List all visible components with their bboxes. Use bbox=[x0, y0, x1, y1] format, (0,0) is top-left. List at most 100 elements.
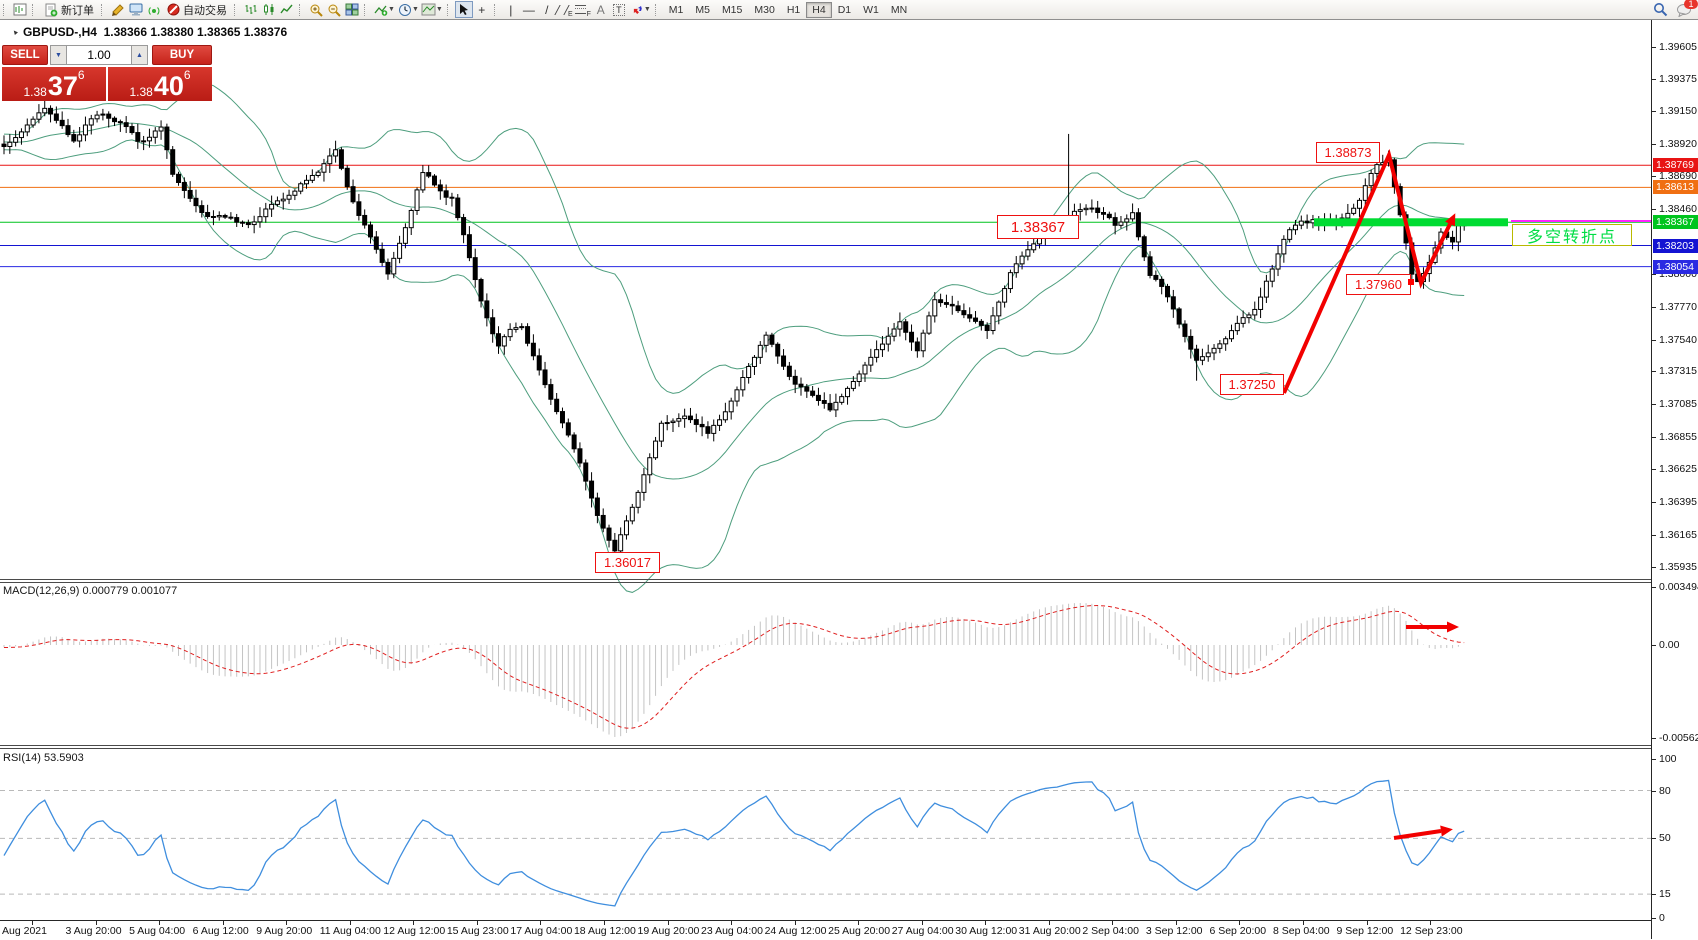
volume-increase-button[interactable]: ▲ bbox=[131, 45, 148, 65]
auto-trading-button[interactable]: 自动交易 bbox=[163, 1, 231, 19]
candle-body bbox=[164, 126, 170, 151]
line-chart-icon[interactable] bbox=[278, 1, 296, 18]
periods-icon[interactable] bbox=[396, 1, 414, 18]
buy-button[interactable]: BUY bbox=[152, 45, 212, 65]
candle-body bbox=[542, 369, 548, 386]
candle-body bbox=[280, 198, 286, 202]
trendline-handle[interactable] bbox=[1408, 279, 1414, 285]
chevron-down-icon[interactable]: ▼ bbox=[643, 6, 651, 13]
crosshair-tool[interactable]: + bbox=[478, 2, 486, 17]
terminal-icon[interactable] bbox=[127, 1, 145, 18]
price-badge-1.38054[interactable]: 1.38054 bbox=[1653, 259, 1698, 274]
arrows-tool[interactable] bbox=[628, 1, 646, 18]
timeframe-m30[interactable]: M30 bbox=[748, 2, 780, 18]
price-callout-1.37960[interactable]: 1.37960 bbox=[1346, 274, 1411, 295]
price-badge-1.38769[interactable]: 1.38769 bbox=[1653, 158, 1698, 173]
candle-body bbox=[589, 480, 595, 499]
candle-body bbox=[1292, 224, 1298, 231]
chevron-down-icon[interactable]: ▼ bbox=[435, 6, 443, 13]
turning-point-top-line[interactable] bbox=[1511, 220, 1651, 222]
candle-body bbox=[286, 194, 292, 200]
price-tick-mark bbox=[1652, 339, 1656, 341]
new-order-button[interactable]: 新订单 bbox=[40, 1, 98, 19]
candlestick-chart-icon[interactable] bbox=[260, 1, 278, 18]
fibonacci-tool[interactable]: F bbox=[574, 1, 592, 18]
candle-body bbox=[1199, 356, 1205, 361]
toolbar-grip bbox=[3, 3, 8, 16]
candle-body bbox=[379, 248, 385, 263]
styler-icon[interactable] bbox=[109, 1, 127, 18]
price-callout-1.38367[interactable]: 1.38367 bbox=[997, 215, 1079, 239]
timeframe-m5[interactable]: M5 bbox=[689, 2, 716, 18]
chevron-down-icon[interactable]: ▼ bbox=[411, 6, 419, 13]
timeframe-d1[interactable]: D1 bbox=[832, 2, 857, 18]
price-badge-1.38203[interactable]: 1.38203 bbox=[1653, 238, 1698, 253]
price-tick-mark bbox=[1652, 176, 1656, 178]
price-tick-mark bbox=[1652, 79, 1656, 81]
candle-body bbox=[152, 130, 158, 138]
zoom-out-icon[interactable] bbox=[325, 1, 343, 18]
candle-body bbox=[1019, 255, 1025, 265]
price-callout-1.36017[interactable]: 1.36017 bbox=[595, 552, 660, 573]
vertical-line-tool[interactable]: | bbox=[509, 2, 513, 17]
price-badge-1.38367[interactable]: 1.38367 bbox=[1653, 215, 1698, 230]
sell-button[interactable]: SELL bbox=[2, 45, 48, 65]
timeframe-m15[interactable]: M15 bbox=[716, 2, 748, 18]
candle-body bbox=[94, 114, 100, 120]
volume-decrease-button[interactable]: ▼ bbox=[50, 45, 67, 65]
timeframe-w1[interactable]: W1 bbox=[857, 2, 885, 18]
timeframe-h1[interactable]: H1 bbox=[781, 2, 806, 18]
candle-body bbox=[600, 514, 606, 529]
equidistant-channel-tool[interactable]: E bbox=[554, 1, 574, 18]
indicators-icon[interactable] bbox=[372, 1, 390, 18]
timeframe-h4[interactable]: H4 bbox=[806, 1, 832, 18]
chart-window-icon[interactable] bbox=[11, 1, 29, 18]
chart-plot-area[interactable] bbox=[0, 19, 1651, 920]
time-axis[interactable]: Aug 2021 3 Aug 20:00 5 Aug 04:00 6 Aug 12:0… bbox=[0, 920, 1651, 940]
zoom-in-icon[interactable] bbox=[307, 1, 325, 18]
candle-body bbox=[530, 342, 536, 357]
tile-windows-icon[interactable] bbox=[343, 1, 361, 18]
chevron-down-icon[interactable]: ▼ bbox=[388, 6, 395, 13]
price-callout-1.37250[interactable]: 1.37250 bbox=[1220, 374, 1284, 395]
candle-body bbox=[106, 113, 112, 119]
time-tick-mark bbox=[985, 921, 987, 925]
chat-icon[interactable]: 1 bbox=[1676, 0, 1698, 17]
rsi-tick-label: 80 bbox=[1659, 784, 1671, 797]
candle-body bbox=[1223, 338, 1229, 345]
time-tick-label: Aug 2021 bbox=[2, 925, 47, 937]
candle-body bbox=[775, 343, 781, 357]
candle-body bbox=[426, 172, 432, 177]
cursor-tool[interactable] bbox=[454, 1, 473, 18]
label-tool[interactable]: T bbox=[610, 1, 628, 18]
timeframe-mn[interactable]: MN bbox=[885, 2, 913, 18]
search-icon[interactable] bbox=[1653, 2, 1668, 17]
volume-input[interactable] bbox=[67, 45, 131, 65]
text-tool[interactable]: A bbox=[596, 2, 605, 17]
candle-body bbox=[71, 134, 77, 142]
price-axis[interactable]: 1.39605 1.39375 1.39150 1.38920 1.38690 1.384… bbox=[1651, 19, 1698, 939]
candle-body bbox=[1130, 212, 1136, 220]
panel-separator[interactable] bbox=[0, 745, 1698, 746]
time-tick-mark bbox=[95, 921, 97, 925]
price-badge-1.38613[interactable]: 1.38613 bbox=[1653, 180, 1698, 195]
timeframe-m1[interactable]: M1 bbox=[663, 2, 690, 18]
price-callout-1.38873[interactable]: 1.38873 bbox=[1316, 142, 1380, 163]
trendline-tool[interactable]: / bbox=[545, 2, 549, 17]
signal-icon[interactable] bbox=[145, 1, 163, 18]
panel-separator[interactable] bbox=[0, 579, 1698, 580]
templates-icon[interactable] bbox=[420, 1, 438, 18]
candle-body bbox=[949, 303, 955, 307]
symbol-collapse-icon[interactable]: ▲ bbox=[10, 27, 21, 37]
turning-point-label[interactable]: 多空转折点 bbox=[1512, 224, 1632, 246]
sell-price-display[interactable]: 1.38 37 6 bbox=[2, 67, 106, 101]
candle-body bbox=[1217, 343, 1223, 349]
candle-body bbox=[129, 126, 135, 134]
panel-separator[interactable] bbox=[0, 582, 1698, 583]
bar-chart-icon[interactable] bbox=[242, 1, 260, 18]
buy-price-display[interactable]: 1.38 40 6 bbox=[108, 67, 212, 101]
horizontal-line-tool[interactable]: — bbox=[522, 2, 535, 17]
candle-body bbox=[850, 380, 856, 389]
candle-body bbox=[13, 137, 19, 143]
panel-separator[interactable] bbox=[0, 748, 1698, 749]
